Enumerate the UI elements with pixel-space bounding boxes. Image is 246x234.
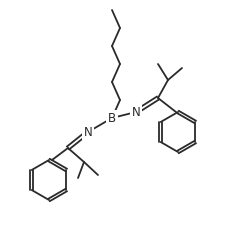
Text: N: N bbox=[132, 106, 140, 118]
Text: B: B bbox=[108, 111, 116, 124]
Text: N: N bbox=[84, 125, 92, 139]
